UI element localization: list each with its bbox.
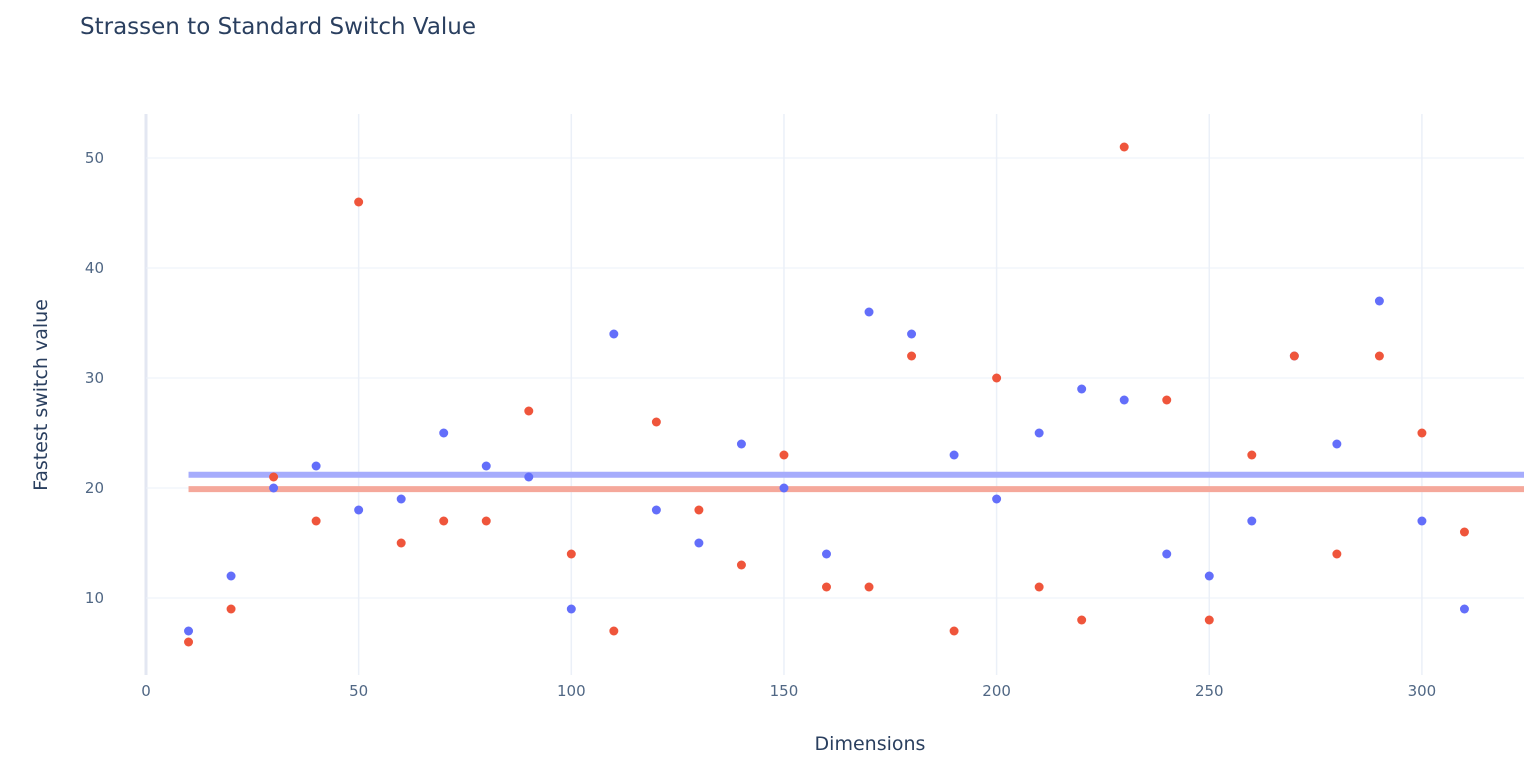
data-point: [736, 439, 746, 449]
data-point: [311, 461, 321, 471]
data-point: [226, 571, 236, 581]
data-point: [609, 329, 619, 339]
data-point: [1374, 296, 1384, 306]
data-point: [354, 197, 364, 207]
y-tick-label: 10: [85, 589, 104, 607]
data-point: [1162, 395, 1172, 405]
x-tick-label: 50: [349, 682, 368, 700]
data-point: [1247, 450, 1257, 460]
x-tick-label: 300: [1408, 682, 1437, 700]
data-point: [1332, 549, 1342, 559]
data-point: [396, 538, 406, 548]
data-point: [1247, 516, 1257, 526]
data-point: [907, 351, 917, 361]
data-point: [1204, 615, 1214, 625]
data-point: [1459, 604, 1469, 614]
data-point: [184, 637, 194, 647]
data-point: [949, 450, 959, 460]
data-point: [1119, 395, 1129, 405]
y-axis-label: Fastest switch value: [30, 299, 52, 491]
data-point: [992, 494, 1002, 504]
data-point: [864, 582, 874, 592]
data-point: [651, 505, 661, 515]
data-point: [566, 604, 576, 614]
data-point: [1417, 516, 1427, 526]
data-point: [609, 626, 619, 636]
mean-lines: [188, 471, 1524, 493]
data-point: [1417, 428, 1427, 438]
data-points: [184, 142, 1469, 647]
data-point: [694, 505, 704, 515]
data-point: [992, 373, 1002, 383]
x-tick-label: 200: [982, 682, 1011, 700]
data-point: [736, 560, 746, 570]
data-point: [1459, 527, 1469, 537]
x-tick-label: 250: [1195, 682, 1224, 700]
grid-lines: [144, 114, 1524, 675]
data-point: [1289, 351, 1299, 361]
data-point: [779, 483, 789, 493]
chart-title: Strassen to Standard Switch Value: [80, 14, 477, 40]
y-tick-label: 30: [85, 369, 104, 387]
data-point: [907, 329, 917, 339]
data-point: [1077, 615, 1087, 625]
data-point: [524, 472, 534, 482]
data-point: [821, 582, 831, 592]
y-tick-label: 20: [85, 479, 104, 497]
data-point: [184, 626, 194, 636]
data-point: [651, 417, 661, 427]
data-point: [1332, 439, 1342, 449]
x-axis-label: Dimensions: [814, 733, 926, 755]
axis-ticks: 0 50 100 150 200 250 300 10 20 30 40 50: [85, 149, 1436, 700]
data-point: [1374, 351, 1384, 361]
data-point: [481, 516, 491, 526]
data-point: [524, 406, 534, 416]
y-tick-label: 50: [85, 149, 104, 167]
data-point: [821, 549, 831, 559]
data-point: [694, 538, 704, 548]
data-point: [1119, 142, 1129, 152]
data-point: [864, 307, 874, 317]
data-point: [949, 626, 959, 636]
data-point: [1204, 571, 1214, 581]
data-point: [1034, 582, 1044, 592]
data-point: [439, 516, 449, 526]
data-point: [439, 428, 449, 438]
data-point: [269, 472, 279, 482]
data-point: [269, 483, 279, 493]
data-point: [311, 516, 321, 526]
data-point: [226, 604, 236, 614]
data-point: [1077, 384, 1087, 394]
x-tick-label: 150: [770, 682, 799, 700]
x-tick-label: 0: [141, 682, 151, 700]
data-point: [1034, 428, 1044, 438]
y-tick-label: 40: [85, 259, 104, 277]
data-point: [1162, 549, 1172, 559]
data-point: [779, 450, 789, 460]
data-point: [481, 461, 491, 471]
x-tick-label: 100: [557, 682, 586, 700]
data-point: [396, 494, 406, 504]
data-point: [354, 505, 364, 515]
data-point: [566, 549, 576, 559]
